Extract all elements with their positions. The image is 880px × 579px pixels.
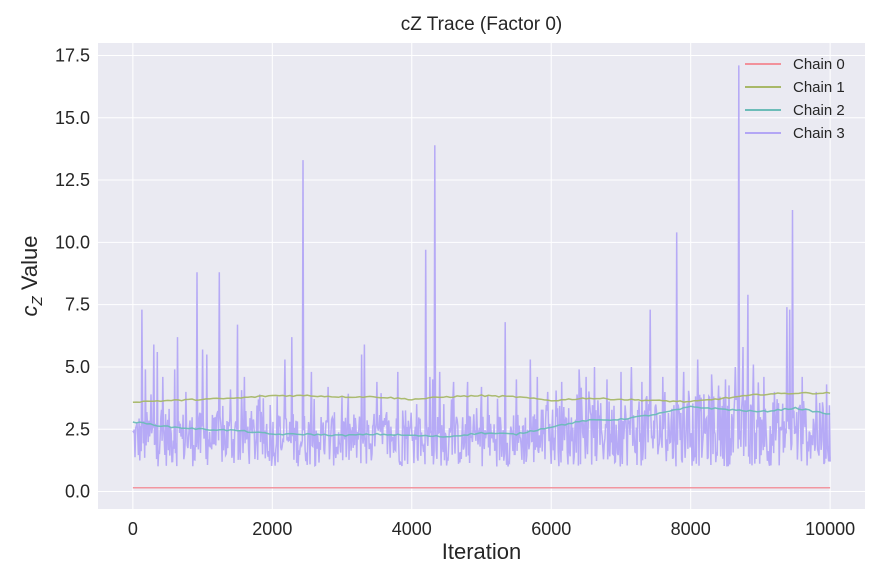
legend-label: Chain 0 [793,56,845,73]
x-tick-label: 0 [128,519,138,539]
x-tick-label: 4000 [392,519,432,539]
chart-title: cZ Trace (Factor 0) [401,14,563,35]
legend-label: Chain 3 [793,125,845,142]
y-tick-label: 2.5 [65,419,90,439]
y-axis-label: cZ Value [17,236,46,317]
x-tick-label: 6000 [531,519,571,539]
y-tick-label: 5.0 [65,357,90,377]
series-line-chain-1 [132,391,831,404]
y-tick-label: 0.0 [65,482,90,502]
y-tick-label: 17.5 [55,45,90,65]
x-tick-label: 2000 [252,519,292,539]
y-tick-label: 7.5 [65,295,90,315]
grid [98,43,865,509]
x-ticks: 0 2000 4000 6000 8000 10000 [128,519,855,539]
y-ticks: 0.0 2.5 5.0 7.5 10.0 12.5 15.0 17.5 [55,45,90,501]
legend-label: Chain 1 [793,79,845,96]
y-axis-label-text: Value [17,236,42,297]
x-tick-label: 8000 [671,519,711,539]
y-tick-label: 12.5 [55,170,90,190]
series-layer [132,65,831,489]
y-tick-label: 15.0 [55,108,90,128]
legend-label: Chain 2 [793,102,845,119]
x-tick-label: 10000 [805,519,855,539]
legend: Chain 0 Chain 1 Chain 2 Chain 3 [745,56,845,142]
x-axis-label: Iteration [442,539,522,564]
series-line-chain-3 [132,65,831,467]
y-tick-label: 10.0 [55,232,90,252]
y-axis-label-symbol: c [17,305,42,316]
series-line-chain-2 [132,405,831,438]
y-axis-label-subscript: Z [29,295,46,306]
